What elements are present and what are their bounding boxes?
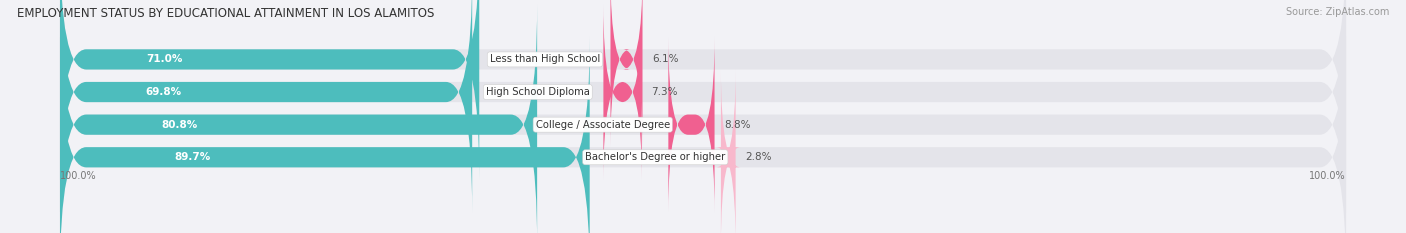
- Text: 100.0%: 100.0%: [60, 171, 97, 181]
- Text: High School Diploma: High School Diploma: [486, 87, 589, 97]
- FancyBboxPatch shape: [60, 37, 1346, 233]
- FancyBboxPatch shape: [603, 4, 641, 180]
- Text: Bachelor's Degree or higher: Bachelor's Degree or higher: [585, 152, 725, 162]
- Text: 89.7%: 89.7%: [174, 152, 211, 162]
- Text: 2.8%: 2.8%: [745, 152, 772, 162]
- Text: Source: ZipAtlas.com: Source: ZipAtlas.com: [1285, 7, 1389, 17]
- FancyBboxPatch shape: [610, 0, 643, 147]
- Text: 69.8%: 69.8%: [145, 87, 181, 97]
- FancyBboxPatch shape: [60, 4, 1346, 233]
- FancyBboxPatch shape: [668, 37, 714, 212]
- Text: Less than High School: Less than High School: [489, 55, 600, 64]
- Text: 80.8%: 80.8%: [162, 120, 197, 130]
- FancyBboxPatch shape: [60, 37, 589, 233]
- Text: 6.1%: 6.1%: [652, 55, 679, 64]
- FancyBboxPatch shape: [60, 0, 1346, 212]
- Text: College / Associate Degree: College / Associate Degree: [536, 120, 669, 130]
- FancyBboxPatch shape: [60, 0, 1346, 180]
- Text: 7.3%: 7.3%: [651, 87, 678, 97]
- Text: EMPLOYMENT STATUS BY EDUCATIONAL ATTAINMENT IN LOS ALAMITOS: EMPLOYMENT STATUS BY EDUCATIONAL ATTAINM…: [17, 7, 434, 20]
- FancyBboxPatch shape: [60, 4, 537, 233]
- FancyBboxPatch shape: [716, 69, 741, 233]
- FancyBboxPatch shape: [60, 0, 479, 180]
- Text: 71.0%: 71.0%: [146, 55, 183, 64]
- Text: 8.8%: 8.8%: [724, 120, 751, 130]
- FancyBboxPatch shape: [60, 0, 472, 212]
- Text: 100.0%: 100.0%: [1309, 171, 1346, 181]
